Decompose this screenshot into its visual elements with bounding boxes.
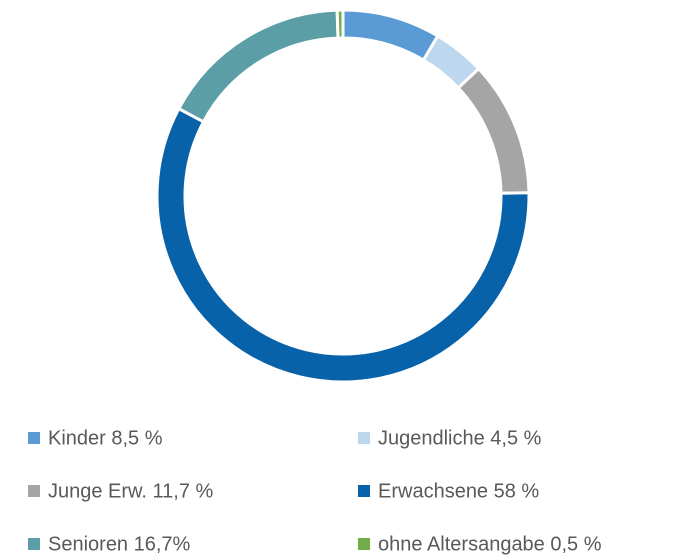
legend-label: ohne Altersangabe 0,5 % (378, 533, 602, 555)
donut-segment (456, 66, 531, 195)
legend-marker (358, 538, 370, 550)
legend-marker (358, 432, 370, 444)
legend-label: Erwachsene 58 % (378, 480, 539, 502)
legend-label: Senioren 16,7% (48, 533, 191, 555)
legend-label: Jugendliche 4,5 % (378, 427, 542, 449)
legend-marker (358, 485, 370, 497)
donut-segment (341, 8, 440, 63)
donut-segment (155, 106, 531, 384)
legend-marker (28, 538, 40, 550)
donut-segment (335, 8, 345, 40)
legend-label: Kinder 8,5 % (48, 427, 163, 449)
donut-segment (176, 8, 340, 124)
legend-marker (28, 485, 40, 497)
legend-marker (28, 432, 40, 444)
legend-label: Junge Erw. 11,7 % (48, 480, 214, 502)
